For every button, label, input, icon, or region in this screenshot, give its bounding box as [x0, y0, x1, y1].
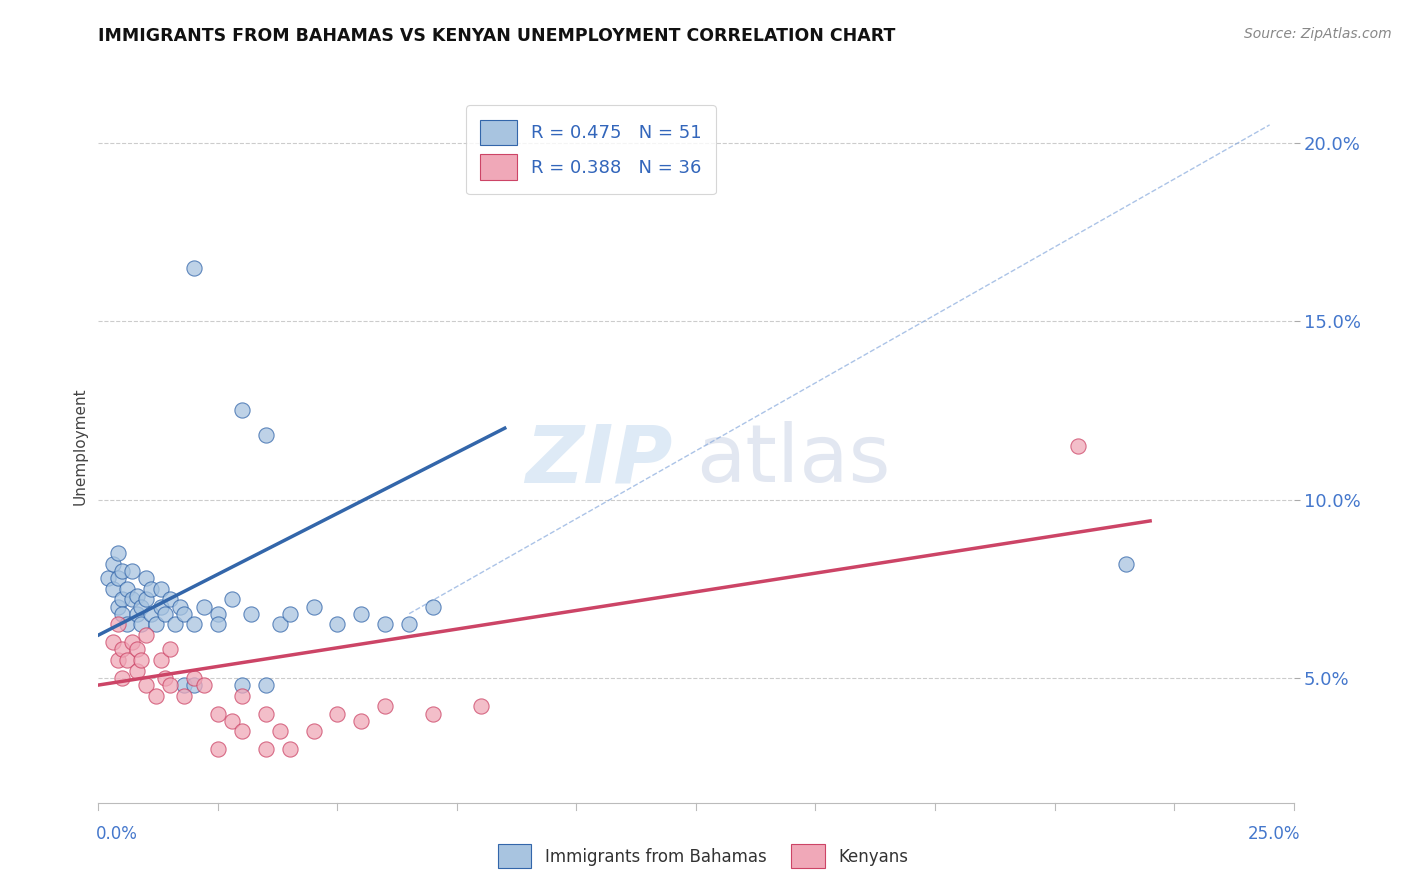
Point [107, 653, 129, 667]
Point [173, 607, 195, 621]
Point [193, 599, 215, 614]
Point [254, 678, 277, 692]
Point [269, 617, 291, 632]
Point [121, 635, 143, 649]
Legend: Immigrants from Bahamas, Kenyans: Immigrants from Bahamas, Kenyans [491, 838, 915, 875]
Point [1115, 557, 1137, 571]
Point [183, 678, 205, 692]
Point [254, 706, 277, 721]
Point [131, 599, 153, 614]
Point [121, 592, 143, 607]
Point [278, 742, 301, 756]
Point [101, 635, 124, 649]
Point [107, 599, 129, 614]
Point [398, 617, 420, 632]
Point [149, 582, 172, 596]
Point [163, 617, 186, 632]
Point [111, 642, 134, 657]
Point [183, 260, 205, 275]
Point [149, 653, 172, 667]
Point [240, 607, 263, 621]
Point [326, 706, 349, 721]
Point [207, 607, 229, 621]
Point [207, 742, 229, 756]
Point [269, 724, 291, 739]
Point [121, 564, 143, 578]
Point [135, 571, 157, 585]
Point [145, 617, 167, 632]
Point [159, 678, 181, 692]
Point [302, 599, 325, 614]
Point [101, 557, 124, 571]
Legend: R = 0.475   N = 51, R = 0.388   N = 36: R = 0.475 N = 51, R = 0.388 N = 36 [465, 105, 716, 194]
Point [101, 582, 124, 596]
Text: ZIP: ZIP [524, 421, 672, 500]
Point [125, 607, 148, 621]
Point [302, 724, 325, 739]
Point [173, 678, 195, 692]
Point [97, 571, 120, 585]
Point [350, 714, 373, 728]
Point [231, 724, 253, 739]
Text: 25.0%: 25.0% [1249, 825, 1301, 843]
Text: atlas: atlas [696, 421, 890, 500]
Point [107, 546, 129, 560]
Point [125, 589, 148, 603]
Text: Source: ZipAtlas.com: Source: ZipAtlas.com [1244, 27, 1392, 41]
Point [145, 689, 167, 703]
Point [111, 592, 134, 607]
Point [231, 678, 253, 692]
Point [183, 671, 205, 685]
Point [125, 664, 148, 678]
Point [231, 689, 253, 703]
Point [111, 607, 134, 621]
Point [169, 599, 191, 614]
Point [422, 706, 444, 721]
Point [374, 617, 396, 632]
Y-axis label: Unemployment: Unemployment [72, 387, 87, 505]
Point [254, 742, 277, 756]
Point [107, 617, 129, 632]
Point [159, 592, 181, 607]
Point [135, 592, 157, 607]
Point [139, 607, 162, 621]
Point [1067, 439, 1090, 453]
Point [107, 571, 129, 585]
Point [254, 428, 277, 442]
Point [135, 628, 157, 642]
Point [207, 617, 229, 632]
Point [278, 607, 301, 621]
Point [155, 671, 177, 685]
Point [221, 592, 243, 607]
Point [131, 653, 153, 667]
Point [173, 689, 195, 703]
Point [422, 599, 444, 614]
Point [115, 617, 138, 632]
Point [470, 699, 492, 714]
Point [374, 699, 396, 714]
Point [131, 617, 153, 632]
Point [183, 617, 205, 632]
Point [159, 642, 181, 657]
Point [221, 714, 243, 728]
Text: 0.0%: 0.0% [96, 825, 138, 843]
Point [115, 582, 138, 596]
Point [326, 617, 349, 632]
Text: IMMIGRANTS FROM BAHAMAS VS KENYAN UNEMPLOYMENT CORRELATION CHART: IMMIGRANTS FROM BAHAMAS VS KENYAN UNEMPL… [98, 27, 896, 45]
Point [155, 607, 177, 621]
Point [125, 642, 148, 657]
Point [207, 706, 229, 721]
Point [111, 564, 134, 578]
Point [111, 671, 134, 685]
Point [149, 599, 172, 614]
Point [231, 403, 253, 417]
Point [350, 607, 373, 621]
Point [193, 678, 215, 692]
Point [139, 582, 162, 596]
Point [135, 678, 157, 692]
Point [115, 653, 138, 667]
